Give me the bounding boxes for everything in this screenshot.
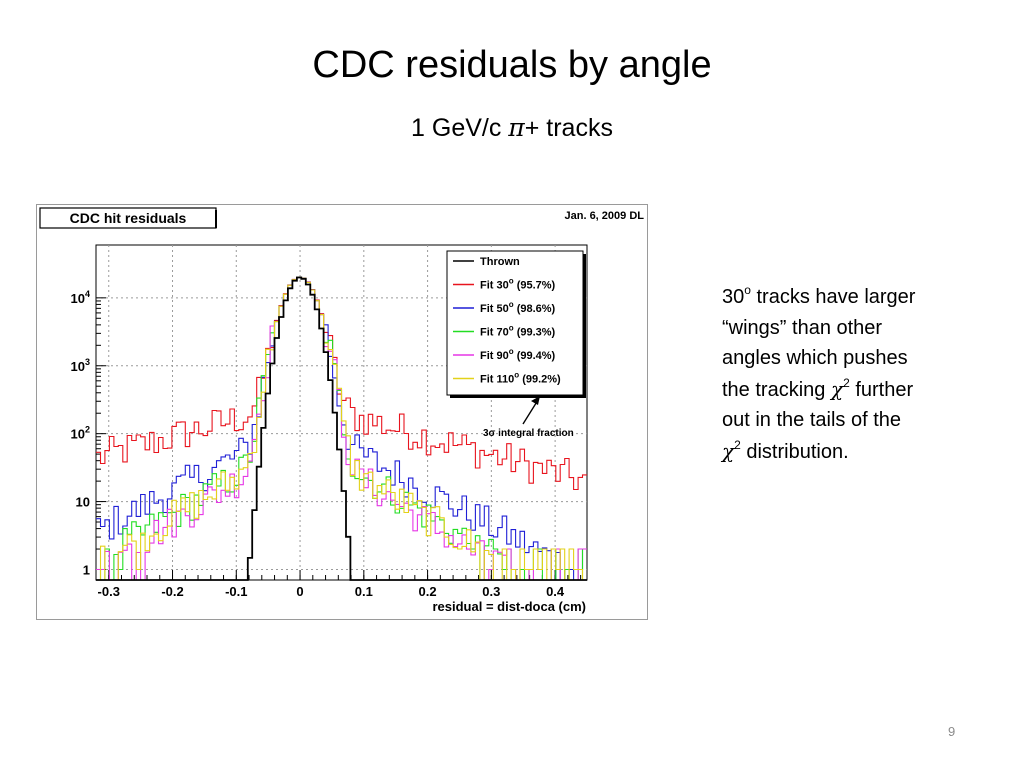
y-tick-exponent: 3 xyxy=(85,357,90,367)
y-tick-base: 1 xyxy=(83,562,90,577)
chi-exponent-2: 2 xyxy=(734,437,741,452)
legend-fraction: (95.7%) xyxy=(514,280,556,292)
legend-degree: o xyxy=(509,324,514,333)
legend-label: Fit 70o (99.3%) xyxy=(480,324,556,339)
notes-line-4-tail: further xyxy=(849,378,914,401)
notes-line-1-text: tracks have larger xyxy=(750,286,916,308)
legend-box xyxy=(446,250,584,396)
legend-degree: o xyxy=(509,277,514,286)
legend-angle: 70 xyxy=(497,327,509,339)
subtitle-prefix: 1 GeV/c xyxy=(411,114,509,142)
plot-area xyxy=(95,244,588,581)
x-tick-label: 0.1 xyxy=(355,584,373,599)
legend-fraction: (99.3%) xyxy=(514,327,556,339)
legend-text: Fit xyxy=(480,303,497,315)
legend-text: Fit xyxy=(480,327,497,339)
x-axis-label: residual = dist-doca (cm) xyxy=(432,599,586,614)
notes-line-5: out in the tails of the xyxy=(722,409,902,431)
residuals-chart: CDC hit residuals Jan. 6, 2009 DL -0.3 -0… xyxy=(39,207,645,614)
legend-degree: o xyxy=(514,371,519,380)
histogram-curves xyxy=(96,276,587,581)
x-axis: -0.3 -0.2 -0.1 0 0.1 0.2 0.3 0.4 xyxy=(98,570,582,599)
legend-degree: o xyxy=(509,300,514,309)
annotation-text: 3σ integral fraction xyxy=(483,428,574,439)
series-curve-thrown xyxy=(96,276,587,581)
notes-line-3: angles which pushes xyxy=(722,347,908,369)
x-tick-label: 0.2 xyxy=(419,584,437,599)
annotation-arrow-line xyxy=(522,399,539,425)
legend-angle: 30 xyxy=(497,280,509,292)
chi-symbol: χ xyxy=(830,376,844,401)
y-tick-label: 1 xyxy=(83,562,90,577)
notes-line-4-text: the tracking xyxy=(722,378,831,401)
x-tick-label: -0.1 xyxy=(225,584,247,599)
legend-label: Fit 90o (99.4%) xyxy=(480,347,556,362)
legend-angle: 90 xyxy=(497,350,509,362)
y-tick-base: 10 xyxy=(71,291,85,306)
legend-angle: 50 xyxy=(497,303,509,315)
x-tick-label: 0.4 xyxy=(546,584,565,599)
y-tick-base: 10 xyxy=(71,427,85,442)
pi-symbol: π xyxy=(508,113,525,142)
notes-line-6-text: distribution. xyxy=(740,440,849,463)
notes-degree: o xyxy=(744,283,751,298)
chart-title: CDC hit residuals xyxy=(70,210,187,226)
y-tick-label: 10 xyxy=(76,495,90,510)
notes-angle: 30 xyxy=(722,286,745,308)
legend-fraction: (99.2%) xyxy=(519,374,561,386)
legend-fraction: (99.4%) xyxy=(514,350,556,362)
legend-text: Fit xyxy=(480,350,497,362)
legend-label: Fit 110o (99.2%) xyxy=(480,371,561,386)
annotation-arrowhead xyxy=(531,396,540,405)
x-tick-label: -0.3 xyxy=(98,584,120,599)
legend-text: Fit xyxy=(480,374,497,386)
legend-fraction: (98.6%) xyxy=(514,303,556,315)
series-curve-fit-110 xyxy=(96,276,587,581)
annotation-label: integral fraction xyxy=(495,428,573,439)
y-tick-base: 10 xyxy=(71,359,85,374)
notes-line-6: χ2 distribution. xyxy=(722,436,982,468)
notes-line-4: the tracking χ2 further xyxy=(722,374,982,406)
annotation-sigma: 3σ xyxy=(483,428,496,439)
legend-text: Fit xyxy=(480,280,497,292)
legend-degree: o xyxy=(509,347,514,356)
histogram-panel: CDC hit residuals Jan. 6, 2009 DL -0.3 -0… xyxy=(36,204,648,620)
legend-text: Thrown xyxy=(480,256,520,268)
legend-angle: 110 xyxy=(497,374,515,386)
chi-symbol-2: χ xyxy=(722,438,735,463)
y-tick-exponent: 2 xyxy=(85,425,90,435)
chi-exponent: 2 xyxy=(843,375,850,390)
legend-label: Fit 30o (95.7%) xyxy=(480,277,556,292)
subtitle-suffix: + tracks xyxy=(524,114,613,142)
slide-subtitle: 1 GeV/c π+ tracks xyxy=(0,113,1024,143)
page-number: 9 xyxy=(948,724,956,739)
legend-label: Fit 50o (98.6%) xyxy=(480,300,556,315)
y-tick-label: 103 xyxy=(71,357,90,374)
y-tick-label: 104 xyxy=(71,289,90,306)
legend-label: Thrown xyxy=(480,256,520,268)
y-tick-label: 102 xyxy=(71,425,90,442)
x-tick-label: -0.2 xyxy=(161,584,183,599)
x-tick-label: 0.3 xyxy=(482,584,500,599)
notes-line-1: 30o tracks have larger xyxy=(722,282,982,313)
notes-text: 30o tracks have larger “wings” than othe… xyxy=(722,282,982,467)
y-tick-exponent: 4 xyxy=(85,289,90,299)
slide-title: CDC residuals by angle xyxy=(312,44,712,86)
y-tick-base: 10 xyxy=(76,495,90,510)
date-label: Jan. 6, 2009 DL xyxy=(565,210,645,222)
x-tick-label: 0 xyxy=(296,584,303,599)
notes-line-2: “wings” than other xyxy=(722,316,883,339)
